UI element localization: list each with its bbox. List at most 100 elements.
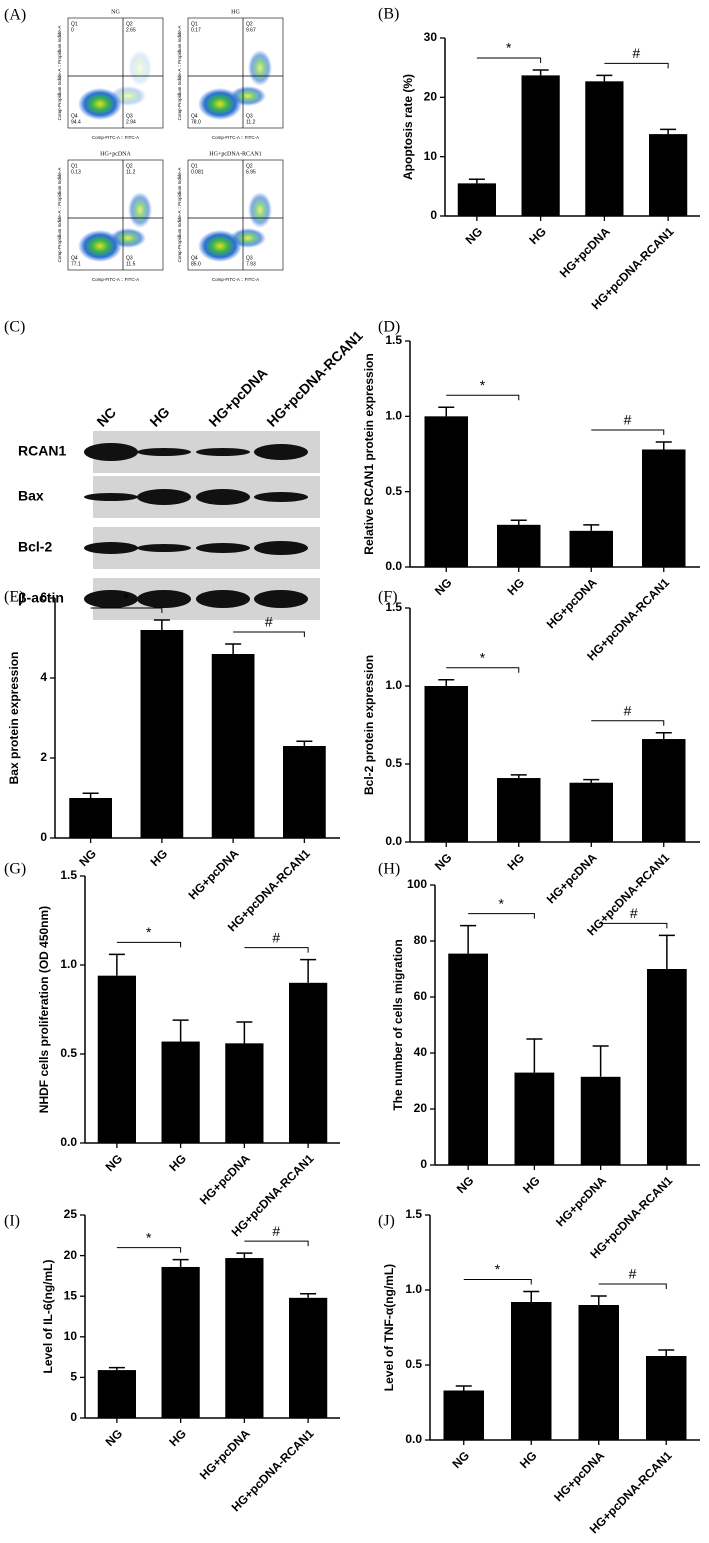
y-tick-label: 2 — [40, 750, 47, 764]
quadrant-name: Q4 — [191, 255, 198, 261]
significance-mark: * — [146, 924, 152, 940]
error-bar — [82, 792, 99, 798]
bar — [514, 1072, 555, 1165]
panel-label: (J) — [378, 1213, 395, 1230]
quadrant-value: 78.0 — [191, 119, 201, 125]
significance-mark: * — [480, 649, 486, 665]
error-bar — [596, 74, 613, 82]
row-label: Bcl-2 — [18, 539, 52, 555]
quadrant-value: 11.2 — [246, 119, 256, 125]
band — [137, 544, 191, 552]
significance-mark: * — [146, 1229, 152, 1245]
significance-bracket — [591, 720, 665, 726]
y-tick-label: 20 — [424, 90, 438, 104]
y-tick-label: 0 — [420, 1157, 427, 1171]
band — [196, 543, 250, 553]
band — [137, 590, 191, 608]
y-tick-label: 20 — [414, 1101, 428, 1115]
error-bar — [658, 934, 675, 969]
significance-bracket — [604, 62, 669, 69]
error-bar — [236, 1021, 253, 1044]
x-tick-label: HG — [520, 1173, 543, 1196]
y-tick-label: 1.5 — [60, 868, 77, 882]
y-axis-label: Comp-Propidium Iodide-A :: Propidium Iod… — [177, 168, 182, 263]
band — [196, 448, 250, 456]
x-tick-label: HG — [504, 575, 527, 598]
row-label: β-actin — [18, 590, 64, 606]
bar — [424, 686, 468, 842]
y-tick-label: 5 — [70, 1370, 77, 1384]
bar — [69, 798, 112, 838]
y-tick-label: 20 — [64, 1248, 78, 1262]
quadrant-name: Q1 — [71, 163, 78, 169]
bar — [569, 530, 613, 567]
quadrant-value: 85.0 — [191, 261, 201, 267]
x-tick-label: HG+pcDNA — [557, 224, 613, 280]
y-axis-label: Comp-Propidium Iodide-A :: Propidium Iod… — [57, 168, 62, 263]
bar — [443, 1390, 484, 1440]
band — [84, 590, 138, 608]
y-tick-label: 1.0 — [385, 409, 402, 423]
y-tick-label: 15 — [64, 1288, 78, 1302]
x-tick-label: NG — [449, 1448, 472, 1471]
panel-label: (B) — [378, 6, 399, 23]
error-bar — [532, 69, 549, 76]
error-bar — [455, 1385, 472, 1391]
x-tick-label: HG+pcDNA-RCAN1 — [584, 575, 672, 663]
bar — [497, 778, 541, 842]
x-tick-label: HG+pcDNA — [553, 1173, 609, 1229]
y-tick-label: 0.5 — [60, 1046, 77, 1060]
flow-title: HG+pcDNA-RCAN1 — [209, 151, 261, 157]
band — [84, 443, 138, 461]
cell-cloud — [128, 192, 152, 228]
y-tick-label: 1.0 — [405, 1282, 422, 1296]
y-tick-label: 60 — [414, 989, 428, 1003]
y-tick-label: 1.0 — [60, 957, 77, 971]
error-bar — [172, 1258, 189, 1267]
band — [84, 493, 138, 501]
band — [254, 541, 308, 555]
significance-bracket — [591, 429, 665, 435]
quadrant-value: 0 — [71, 27, 74, 33]
quadrant-name: Q2 — [126, 21, 133, 27]
x-tick-label: HG+pcDNA — [186, 846, 242, 902]
significance-mark: # — [632, 45, 640, 61]
y-tick-label: 1.5 — [385, 600, 402, 614]
cell-cloud — [110, 228, 146, 248]
bar — [569, 782, 613, 842]
lane-label: NC — [93, 404, 119, 430]
quadrant-value: 7.93 — [246, 261, 256, 267]
y-tick-label: 80 — [414, 933, 428, 947]
lane-label: HG+pcDNA-RCAN1 — [263, 327, 365, 429]
error-bar — [172, 1019, 189, 1042]
bar — [448, 953, 488, 1165]
error-bar — [225, 643, 242, 654]
y-tick-label: 0.5 — [385, 484, 402, 498]
bar — [424, 416, 468, 567]
y-tick-label: 0.0 — [60, 1135, 77, 1149]
bar — [225, 1043, 264, 1143]
y-tick-label: 0.0 — [385, 834, 402, 848]
y-tick-label: 10 — [64, 1329, 78, 1343]
y-axis-label: Level of IL-6(ng/mL) — [41, 1259, 55, 1373]
bar — [521, 75, 560, 216]
band — [84, 542, 138, 554]
row-label: Bax — [18, 488, 44, 504]
cell-cloud — [248, 50, 272, 86]
x-tick-label: NG — [432, 575, 455, 598]
significance-bracket — [90, 607, 163, 613]
bar — [646, 1356, 687, 1440]
significance-bracket — [468, 913, 535, 919]
y-tick-label: 100 — [407, 877, 427, 891]
y-tick-label: 6 — [40, 590, 47, 604]
quadrant-value: 77.1 — [71, 261, 81, 267]
panel-label: (D) — [378, 319, 400, 336]
x-tick-label: HG — [148, 846, 171, 869]
x-tick-label: HG+pcDNA — [544, 575, 600, 631]
x-tick-label: NG — [454, 1173, 477, 1196]
bar — [140, 630, 184, 838]
error-bar — [510, 519, 527, 525]
flow-title: NG — [111, 9, 120, 15]
bar — [580, 1076, 621, 1165]
